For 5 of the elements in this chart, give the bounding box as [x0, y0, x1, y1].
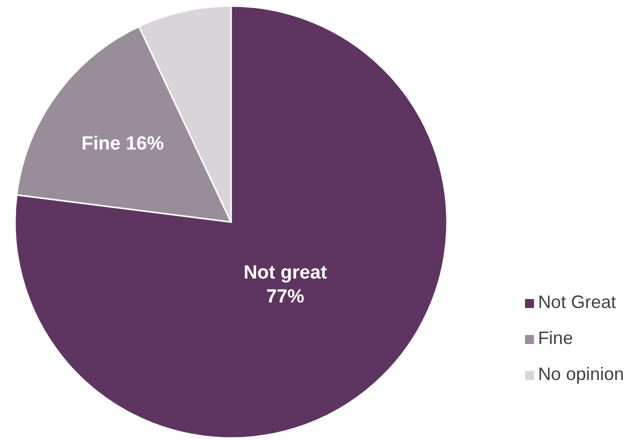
data-label: Fine 16% — [81, 132, 164, 154]
legend-label: No opinion — [538, 364, 624, 384]
data-label: Not great 77% — [244, 262, 328, 308]
legend-label: Not Great — [538, 292, 616, 312]
legend-label: Fine — [538, 328, 573, 348]
